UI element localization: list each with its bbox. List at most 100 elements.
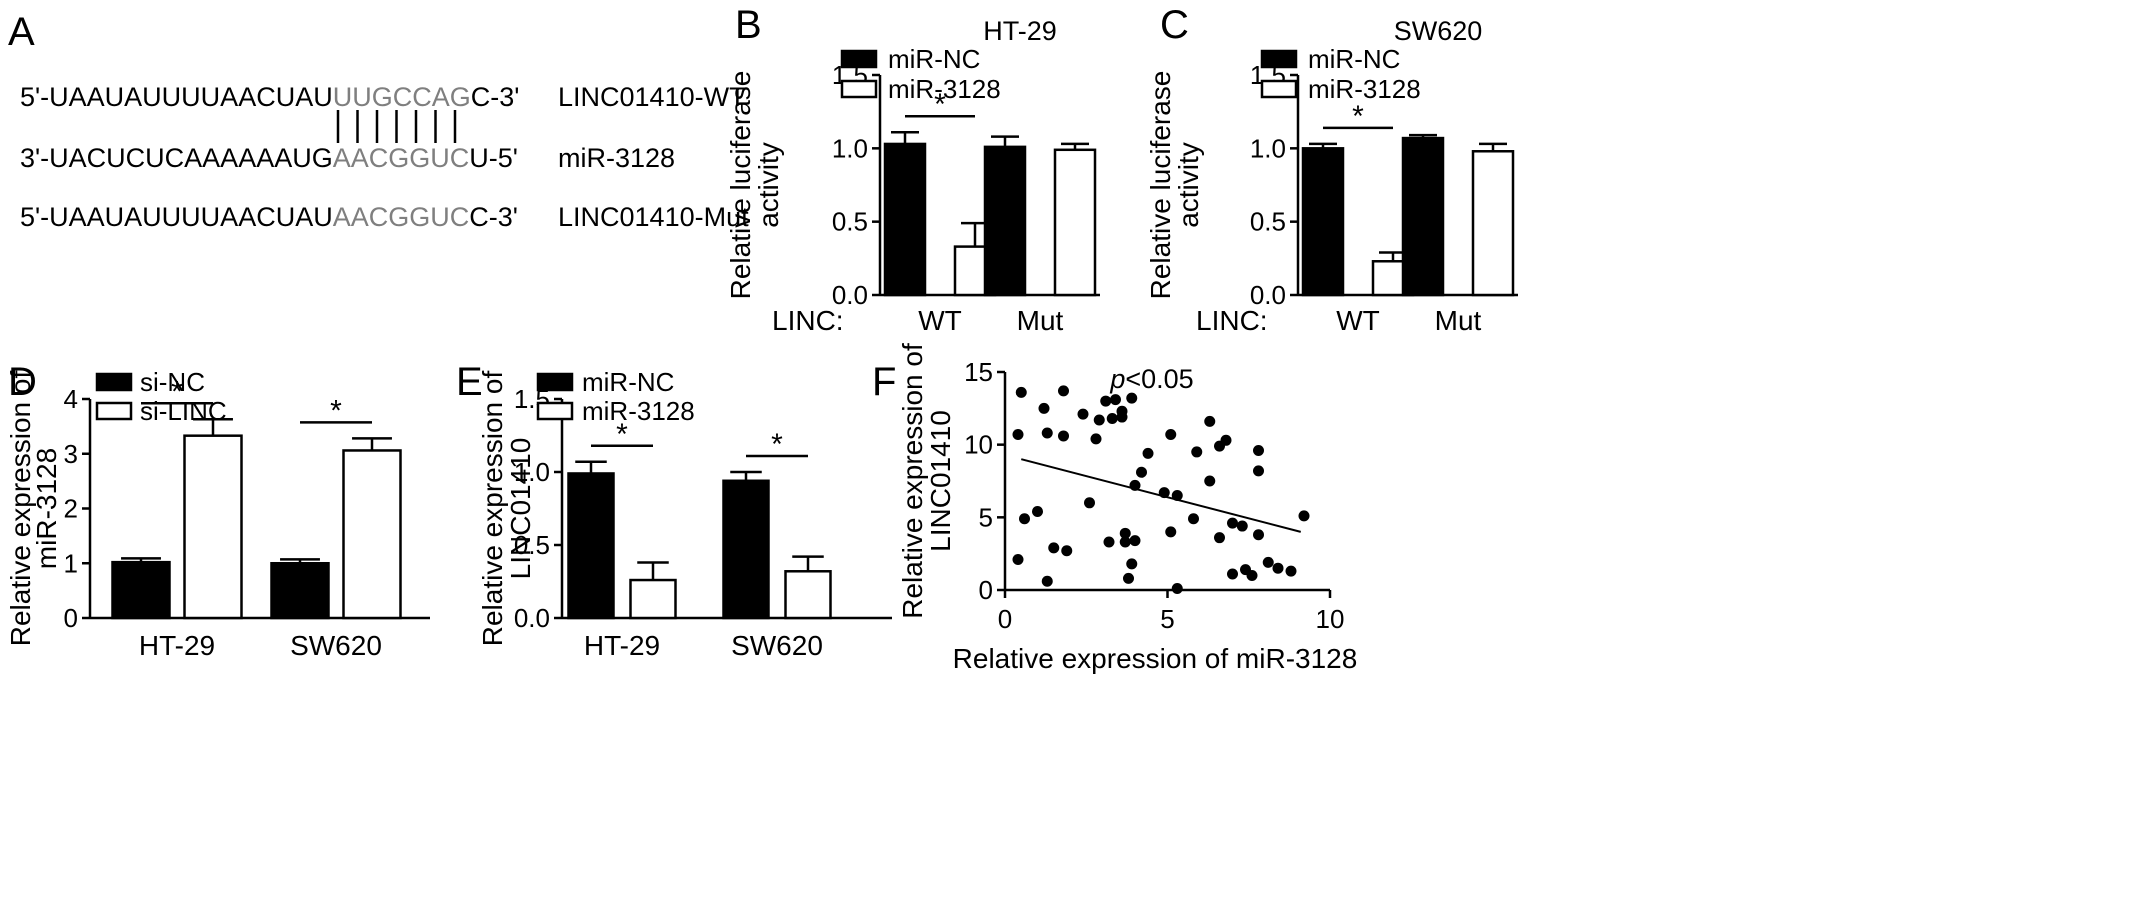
- bar: [883, 142, 927, 297]
- scatter-point: [1214, 532, 1225, 544]
- scatter-point: [1171, 490, 1183, 502]
- bar: [1301, 147, 1345, 297]
- y-tick-label: 1.0: [514, 457, 550, 487]
- scatter-point: [1220, 434, 1232, 446]
- bar: [183, 434, 243, 620]
- x-tick-label: WT: [1336, 305, 1380, 336]
- y-tick-label: 1: [64, 548, 78, 578]
- seq-wt-site: UUGCCAG: [333, 82, 471, 112]
- scatter-point: [1110, 394, 1121, 406]
- x-tick-label: WT: [918, 305, 962, 336]
- scatter-point: [1041, 427, 1053, 439]
- seq-row-mut: 5'-UAAUAUUUUAACUAUAACGGUCC-3': [20, 202, 518, 232]
- scatter-point: [1103, 536, 1115, 548]
- x-tick-label: HT-29: [584, 630, 660, 661]
- legend-swatch: [536, 372, 574, 392]
- bar: [111, 560, 171, 620]
- bar: [1401, 136, 1445, 297]
- significance-star: *: [330, 394, 342, 427]
- y-tick-label: 0.5: [832, 207, 868, 237]
- x-tick-label: 5: [1160, 604, 1174, 634]
- legend-label: miR-3128: [582, 396, 695, 426]
- y-tick-label: 0.0: [1250, 280, 1286, 310]
- scatter-point: [1129, 535, 1141, 547]
- scatter-point: [1272, 562, 1284, 574]
- panel-letter-d: D: [8, 360, 37, 404]
- scatter-point: [1090, 433, 1102, 445]
- chart-f: F 0 5 10 15 0 5 10 Relative expression of miR-31…: [872, 343, 1357, 674]
- scatter-point: [1019, 513, 1030, 525]
- panel-letter-c: C: [1160, 3, 1189, 47]
- scatter-point: [1038, 402, 1050, 414]
- legend-swatch: [1260, 49, 1298, 69]
- scatter-point: [1165, 526, 1177, 538]
- y-axis-label: activity: [1173, 142, 1204, 228]
- x-tick-label: SW620: [290, 630, 382, 661]
- significance-star: *: [616, 418, 628, 451]
- legend-swatch: [840, 49, 878, 69]
- seq-name-mir: miR-3128: [558, 143, 675, 173]
- legend-label: miR-NC: [888, 44, 980, 74]
- scatter-point: [1012, 553, 1024, 565]
- scatter-point: [1285, 565, 1297, 577]
- scatter-point: [1246, 569, 1258, 581]
- y-tick-label: 0.5: [1250, 207, 1286, 237]
- x-axis-prefix: LINC:: [772, 305, 844, 336]
- seq-mir-left: 3'-UACUCUCAAAAAAUG: [20, 143, 333, 173]
- x-tick-label: 0: [998, 604, 1012, 634]
- x-tick-label: Mut: [1435, 305, 1482, 336]
- y-axis-label: Relative luciferase: [1145, 71, 1176, 300]
- x-tick-label: SW620: [731, 630, 823, 661]
- scatter-point: [1253, 444, 1264, 456]
- y-tick-label: 0: [979, 575, 993, 605]
- significance-star: *: [171, 375, 183, 408]
- scatter-point: [1126, 558, 1138, 570]
- legend-swatch: [536, 401, 574, 421]
- seq-row-wt: 5'-UAAUAUUUUAACUAUUUGCCAGC-3': [20, 82, 519, 112]
- legend-label: si-NC: [140, 367, 205, 397]
- bar: [722, 479, 770, 620]
- x-tick-label: HT-29: [139, 630, 215, 661]
- x-tick-label: Mut: [1017, 305, 1064, 336]
- scatter-point: [1188, 513, 1199, 525]
- scatter-point: [1298, 510, 1310, 522]
- scatter-point: [1119, 527, 1131, 539]
- chart-title: SW620: [1394, 16, 1483, 46]
- y-axis-label: miR-3128: [31, 448, 62, 569]
- scatter-point: [1142, 447, 1154, 459]
- chart-title: HT-29: [983, 16, 1057, 46]
- significance-star: *: [771, 428, 783, 461]
- scatter-point: [1204, 475, 1216, 487]
- scatter-point: [1236, 520, 1248, 532]
- bar: [270, 562, 330, 620]
- y-tick-label: 1.0: [1250, 133, 1286, 163]
- legend-swatch: [95, 372, 133, 392]
- y-tick-label: 4: [64, 384, 78, 414]
- seq-mut-left: 5'-UAAUAUUUUAACUAU: [20, 202, 333, 232]
- scatter-point: [1158, 487, 1170, 499]
- scatter-point: [1032, 506, 1043, 518]
- scatter-point: [1012, 428, 1024, 440]
- y-tick-label: 5: [979, 502, 993, 532]
- y-tick-label: 0.0: [832, 280, 868, 310]
- seq-mir-right: U-5': [469, 143, 518, 173]
- scatter-point: [1084, 497, 1095, 509]
- y-tick-label: 3: [64, 439, 78, 469]
- y-tick-label: 2: [64, 494, 78, 524]
- y-axis-label: Relative expression of: [477, 371, 508, 647]
- scatter-point: [1227, 568, 1238, 580]
- y-axis-label: activity: [753, 142, 784, 228]
- scatter-point: [1253, 529, 1264, 541]
- panel-letter-a: A: [8, 10, 35, 54]
- y-tick-label: 0: [64, 603, 78, 633]
- y-tick-label: 15: [964, 357, 993, 387]
- scatter-point: [1165, 428, 1177, 440]
- scatter-point: [1058, 430, 1069, 442]
- significance-star: *: [1352, 100, 1364, 133]
- scatter-point: [1136, 466, 1147, 478]
- legend-label: miR-NC: [582, 367, 674, 397]
